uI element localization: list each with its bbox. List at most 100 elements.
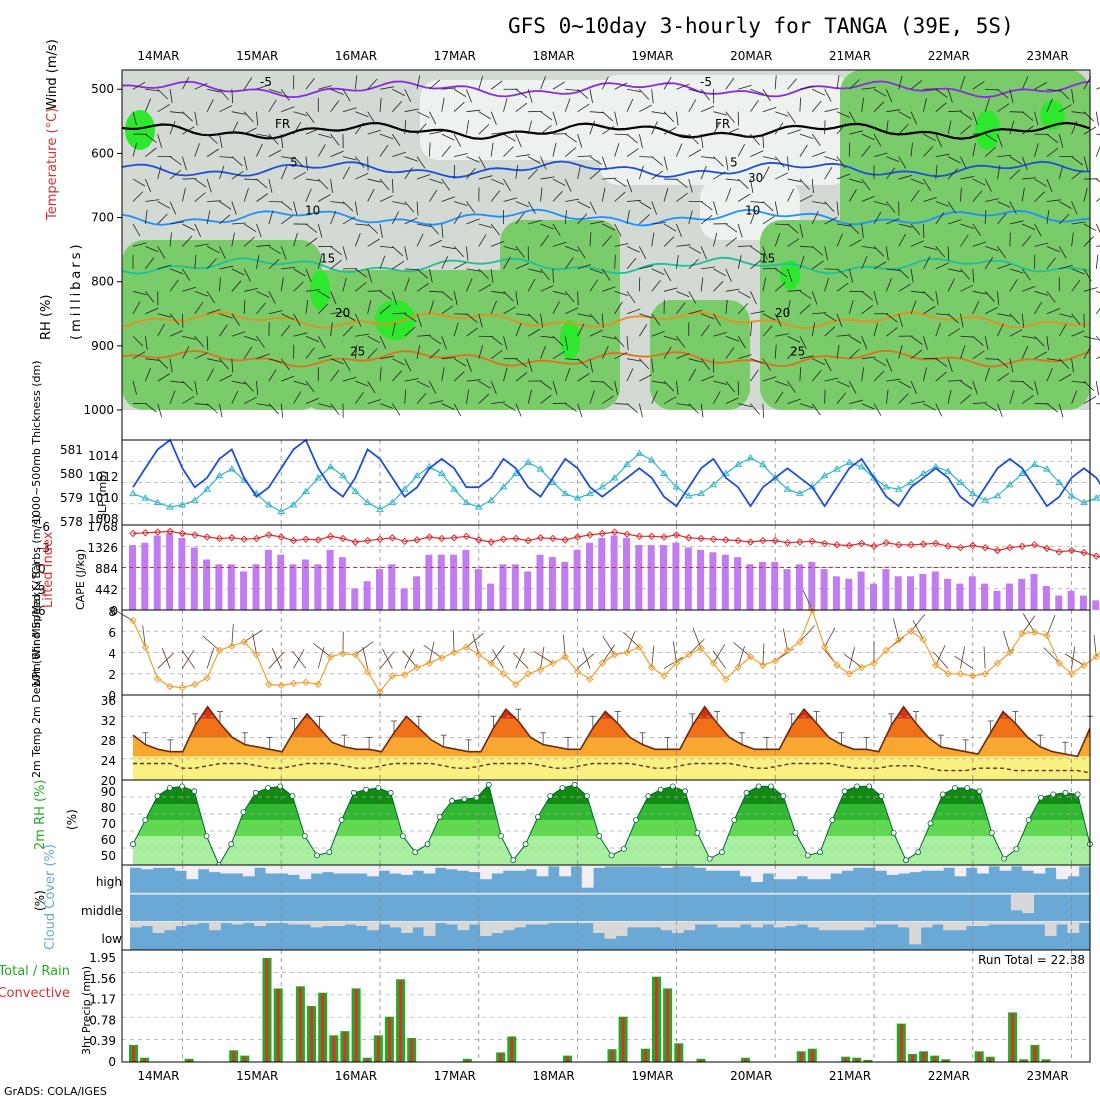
rh-point	[817, 849, 823, 856]
wind-speed-point	[178, 683, 187, 692]
wind-barb	[676, 83, 690, 90]
thickness-point	[289, 500, 298, 508]
wind-barb	[602, 286, 616, 292]
wind-speed-point	[388, 672, 397, 680]
cloud-gap-high	[615, 865, 628, 867]
surface-wind-barb	[161, 647, 171, 669]
cape-bar	[252, 564, 260, 610]
cloud-gap-middle	[446, 893, 458, 895]
wind-barb	[688, 368, 697, 382]
wind-barb	[774, 233, 781, 247]
wind-barb	[379, 336, 387, 350]
wind-barb	[1046, 336, 1049, 351]
wind-barb	[565, 307, 579, 315]
wind-barb	[1034, 290, 1049, 296]
wind-barb	[799, 223, 804, 238]
wind-barb	[787, 268, 793, 283]
wind-barb	[861, 255, 868, 270]
bottom-date-22MAR: 22MAR	[928, 1069, 970, 1083]
cloud-gap-low	[389, 921, 402, 928]
wind-barb	[132, 290, 147, 296]
wind-barb	[515, 102, 528, 113]
li-point	[228, 534, 236, 542]
wind-barb	[639, 265, 654, 270]
wind-barb	[318, 133, 332, 139]
wind-speed-point	[969, 672, 977, 680]
wind-barb	[243, 236, 255, 247]
wind-barb	[231, 121, 239, 135]
wind-barb	[552, 81, 566, 90]
cape-bar	[894, 576, 902, 610]
wind-barb	[169, 232, 172, 247]
li-point	[153, 528, 162, 536]
wind-barb	[194, 133, 209, 136]
wind-barb	[947, 358, 953, 373]
surface-wind-barb	[452, 630, 455, 653]
cloud-gap-middle	[480, 893, 492, 895]
wind-barb	[774, 344, 777, 359]
wind-barb	[552, 301, 560, 314]
wind-barb	[923, 256, 931, 270]
wind-barb	[392, 260, 405, 270]
wind-barb	[453, 165, 455, 180]
cape-bar	[1092, 600, 1100, 610]
precip-convective-bar	[310, 1007, 313, 1062]
li-point	[215, 534, 224, 543]
wind-barb	[441, 367, 445, 382]
rh-point	[449, 797, 455, 804]
wind-barb	[1046, 403, 1059, 413]
wind-barb	[392, 101, 402, 112]
surface-wind-barb	[252, 632, 257, 655]
temp-tick-36: 36	[101, 694, 116, 708]
wind-barb	[984, 146, 996, 157]
wind-barb	[305, 380, 315, 393]
wind-barb	[243, 268, 251, 282]
cape-bar	[240, 571, 248, 610]
li-point	[1043, 544, 1051, 553]
thickness-point	[721, 469, 730, 477]
cloud-gap-low	[909, 921, 922, 945]
li-point	[1030, 541, 1039, 549]
wind-barb	[231, 201, 237, 215]
saturated-region	[1040, 100, 1065, 130]
wind-barb	[330, 403, 340, 415]
rh-contour-label: 30	[748, 171, 763, 185]
cloud-gap-low	[977, 921, 989, 926]
cape-bar	[487, 583, 495, 610]
wind-barb	[231, 380, 246, 385]
wind-barb	[379, 403, 394, 409]
wind-barb	[651, 390, 658, 404]
cloud-gap-low	[547, 921, 560, 924]
cloud-level-middle: middle	[81, 904, 122, 918]
wind-barb	[1009, 358, 1014, 373]
thickness-point	[388, 498, 397, 506]
cloud-gap-low	[988, 921, 1001, 925]
li-point	[462, 532, 471, 541]
wind-barb	[1071, 121, 1078, 135]
wind-barb	[231, 232, 235, 247]
wind-barb	[268, 358, 283, 364]
wind-barb	[244, 288, 258, 292]
thickness-point	[845, 458, 854, 465]
wind-barb	[799, 178, 810, 190]
cloud-gap-middle	[502, 893, 515, 895]
cloud-gap-low	[672, 921, 684, 933]
wind-barb	[614, 223, 622, 237]
surface-wind-barb	[601, 644, 615, 664]
wind-barb	[379, 290, 392, 300]
wind-barb	[280, 215, 293, 225]
wind-barb	[737, 193, 751, 202]
precip-convective-bar	[866, 1060, 870, 1062]
cape-bar	[190, 547, 198, 610]
wind-barb	[391, 179, 394, 194]
wind-barb	[750, 133, 760, 146]
wind-barb	[206, 336, 209, 351]
cloud-gap-high	[638, 865, 650, 867]
wind-barb	[762, 376, 777, 382]
wind-barb	[256, 111, 259, 126]
wind-barb	[429, 178, 443, 184]
wind-barb	[651, 280, 661, 292]
rh-point	[559, 785, 566, 791]
wind-barb	[453, 133, 462, 147]
thickness-point	[882, 483, 891, 490]
